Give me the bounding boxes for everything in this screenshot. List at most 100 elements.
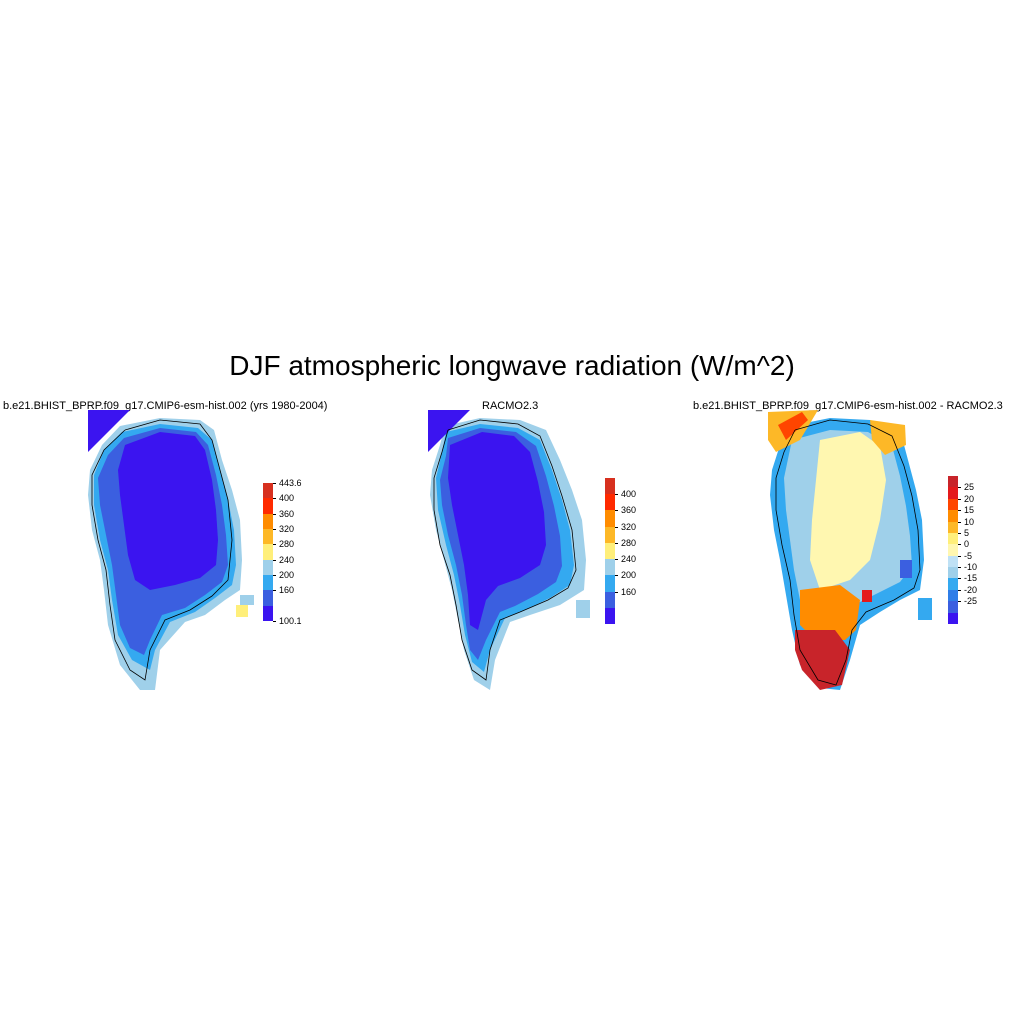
- panel-title-model: b.e21.BHIST_BPRP.f09_g17.CMIP6-esm-hist.…: [3, 400, 328, 412]
- colorbar-tick: [615, 494, 618, 496]
- colorbar-tick: [958, 589, 961, 591]
- colorbar-label: 360: [621, 505, 637, 516]
- map-racmo-east-island: [576, 600, 590, 618]
- colorbar-swatch: [948, 601, 958, 614]
- colorbar-label: 10: [964, 516, 975, 527]
- colorbar-swatch: [948, 567, 958, 579]
- colorbar-swatch: [948, 555, 958, 568]
- map-diff-ne-orange: [870, 420, 906, 455]
- colorbar-tick: [273, 590, 276, 592]
- colorbar-label: -20: [964, 584, 978, 595]
- panel-title-racmo: RACMO2.3: [482, 400, 539, 412]
- colorbar-swatch: [263, 590, 273, 607]
- colorbar-tick: [273, 498, 276, 500]
- colorbar-swatch: [263, 513, 273, 530]
- colorbar-swatch: [948, 521, 958, 534]
- colorbar-label: 100.1: [279, 616, 302, 626]
- colorbar-tick: [273, 483, 276, 484]
- colorbar-tick: [958, 532, 961, 534]
- colorbar-label: 240: [621, 554, 637, 565]
- colorbar-swatch: [948, 544, 958, 557]
- map-diff-south-red: [795, 630, 850, 690]
- colorbar-swatch: [605, 559, 615, 576]
- colorbar-label: 320: [279, 524, 295, 534]
- colorbar-swatch: [948, 510, 958, 523]
- map-diff-south-orange: [800, 585, 860, 640]
- colorbar-label: 320: [621, 521, 637, 532]
- colorbar-label: 20: [964, 493, 975, 504]
- colorbar-swatch: [948, 476, 958, 488]
- colorbar-label: 0: [964, 539, 970, 550]
- colorbar-label: -5: [964, 550, 973, 561]
- colorbar-tick: [958, 578, 961, 580]
- colorbar-swatch: [263, 529, 273, 545]
- colorbar-swatch: [263, 559, 273, 576]
- colorbar-tick: [958, 567, 961, 569]
- colorbar-tick: [615, 575, 618, 577]
- colorbar-swatch: [263, 544, 273, 561]
- map-diff-red-spot: [862, 590, 872, 602]
- colorbar-label: 15: [964, 505, 975, 516]
- panel-title-difference: b.e21.BHIST_BPRP.f09_g17.CMIP6-esm-hist.…: [693, 400, 1003, 412]
- map-model-east-island: [236, 605, 248, 617]
- colorbar-tick: [958, 510, 961, 512]
- map-difference: [768, 410, 932, 690]
- colorbar-swatch: [605, 607, 615, 625]
- colorbar-swatch: [263, 575, 273, 591]
- colorbar-tick: [615, 510, 618, 512]
- colorbar-label: 5: [964, 527, 970, 538]
- colorbar-tick: [958, 555, 961, 557]
- colorbar-tick: [615, 559, 618, 561]
- colorbar-label: 160: [279, 585, 295, 596]
- colorbar-swatch: [948, 589, 958, 602]
- map-model-east-island-2: [240, 595, 254, 605]
- map-diff-interior-yellow: [810, 432, 886, 590]
- colorbar-swatch: [605, 526, 615, 544]
- colorbar-tick: [273, 575, 276, 576]
- colorbar-tick: [615, 591, 618, 593]
- colorbar-tick: [273, 513, 276, 515]
- colorbar-swatch: [948, 532, 958, 545]
- colorbar-swatch: [605, 591, 615, 609]
- colorbar-swatch: [263, 483, 273, 499]
- colorbar-swatch: [948, 487, 958, 500]
- map-model-nw-blue: [88, 410, 130, 452]
- map-racmo-nw-blue: [428, 410, 470, 452]
- colorbar-tick: [958, 487, 961, 489]
- colorbar-swatch: [605, 494, 615, 511]
- colorbar-swatch: [948, 498, 958, 511]
- figure-title: DJF atmospheric longwave radiation (W/m^…: [229, 350, 795, 381]
- colorbar-swatch: [605, 478, 615, 495]
- colorbar-label: 400: [279, 493, 295, 504]
- colorbar-tick: [273, 559, 276, 561]
- colorbar-tick: [273, 544, 276, 546]
- colorbar-tick: [273, 621, 276, 622]
- colorbar-tick: [273, 529, 276, 530]
- colorbar-label: 443.6: [279, 478, 302, 488]
- colorbar-tick: [958, 601, 961, 603]
- colorbar-label: 200: [621, 570, 637, 581]
- colorbar-label: 360: [279, 508, 295, 519]
- map-model-coastline: [91, 419, 233, 681]
- map-racmo: [428, 410, 590, 690]
- colorbar-label: -10: [964, 562, 978, 573]
- colorbar-tick: [958, 521, 961, 523]
- colorbar-label: 200: [279, 570, 295, 580]
- colorbar-tick: [958, 498, 961, 500]
- colorbar-label: -25: [964, 596, 978, 607]
- colorbar-label: 280: [621, 537, 637, 548]
- colorbar-swatch: [263, 498, 273, 515]
- colorbar-label: 280: [279, 539, 295, 550]
- colorbar-label: 25: [964, 482, 975, 493]
- colorbar-label: 400: [621, 489, 637, 500]
- colorbar-swatch: [948, 578, 958, 591]
- map-diff-coastline: [775, 419, 921, 686]
- colorbar-swatch: [948, 612, 958, 625]
- map-model-core-160: [118, 432, 218, 590]
- map-model: [88, 410, 254, 690]
- colorbar-label: 160: [621, 586, 637, 597]
- map-diff-blue-spot: [900, 560, 912, 578]
- colorbar-label: 240: [279, 554, 295, 565]
- map-diff-north-red: [778, 412, 808, 440]
